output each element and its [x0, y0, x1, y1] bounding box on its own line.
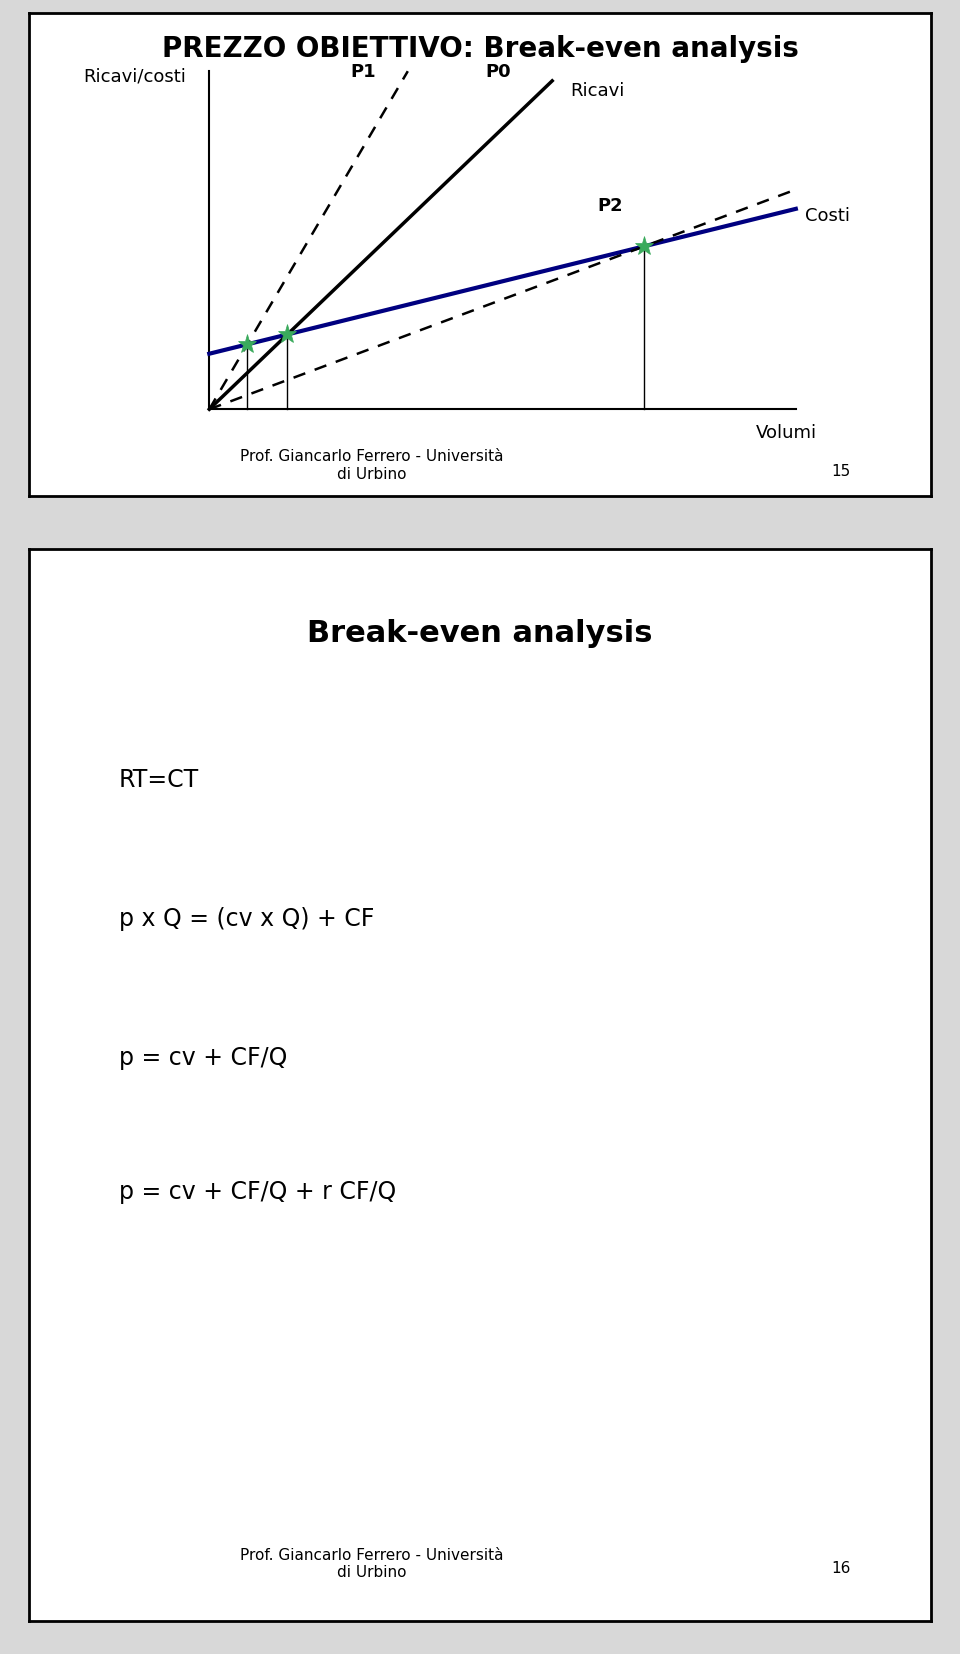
Text: Ricavi: Ricavi: [570, 81, 625, 99]
Text: 15: 15: [831, 465, 851, 480]
Text: Volumi: Volumi: [756, 425, 817, 442]
Text: PREZZO OBIETTIVO: Break-even analysis: PREZZO OBIETTIVO: Break-even analysis: [161, 35, 799, 63]
Text: Ricavi/costi: Ricavi/costi: [83, 68, 186, 84]
Text: p x Q = (cv x Q) + CF: p x Q = (cv x Q) + CF: [119, 906, 374, 931]
Text: P2: P2: [597, 197, 623, 215]
Text: P1: P1: [349, 63, 375, 81]
Text: p = cv + CF/Q: p = cv + CF/Q: [119, 1047, 287, 1070]
Text: RT=CT: RT=CT: [119, 767, 200, 792]
Text: 16: 16: [831, 1561, 851, 1576]
Text: Break-even analysis: Break-even analysis: [307, 619, 653, 648]
Text: Prof. Giancarlo Ferrero - Università
di Urbino: Prof. Giancarlo Ferrero - Università di …: [240, 1548, 503, 1580]
Text: P0: P0: [485, 63, 511, 81]
Text: Prof. Giancarlo Ferrero - Università
di Urbino: Prof. Giancarlo Ferrero - Università di …: [240, 450, 503, 481]
Text: Costi: Costi: [804, 207, 850, 225]
Text: p = cv + CF/Q + r CF/Q: p = cv + CF/Q + r CF/Q: [119, 1181, 396, 1204]
